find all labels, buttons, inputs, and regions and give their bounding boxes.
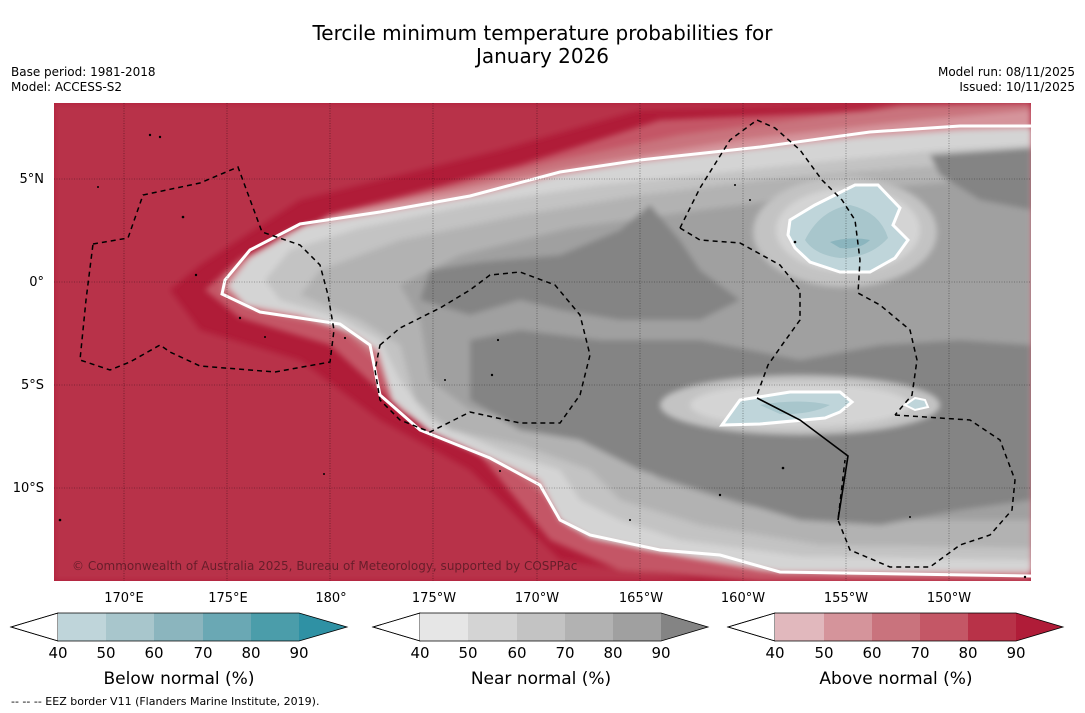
cb-above-tick-40: 40 bbox=[765, 644, 784, 662]
map-title: Tercile minimum temperature probabilitie… bbox=[0, 22, 1085, 68]
cb-near-swatch-60 bbox=[517, 613, 565, 641]
title-line-1: Tercile minimum temperature probabilitie… bbox=[312, 21, 773, 45]
lon-label-170w: 170°W bbox=[515, 591, 559, 606]
cb-below-tick-40: 40 bbox=[48, 644, 67, 662]
cb-above-arrow-high bbox=[1016, 613, 1063, 641]
colorbar-near-normal: 40 50 60 70 80 90 Near normal (%) bbox=[371, 612, 710, 689]
model-run-date: Model run: 08/11/2025 bbox=[937, 65, 1075, 79]
graticule bbox=[54, 103, 1031, 581]
lon-label-160w: 160°W bbox=[721, 591, 765, 606]
base-period: Base period: 1981-2018 bbox=[11, 65, 156, 79]
islands bbox=[58, 133, 1027, 579]
metadata-left: Base period: 1981-2018 Model: ACCESS-S2 bbox=[11, 65, 156, 95]
cb-above-swatch-60 bbox=[872, 613, 920, 641]
metadata-right: Model run: 08/11/2025 Issued: 10/11/2025 bbox=[938, 65, 1075, 95]
cb-below-tick-60: 60 bbox=[144, 644, 163, 662]
cb-above-tick-90: 90 bbox=[1006, 644, 1025, 662]
cb-below-swatch-60 bbox=[154, 613, 203, 641]
cb-near-swatch-70 bbox=[565, 613, 613, 641]
cb-near-swatch-80 bbox=[613, 613, 661, 641]
near-normal-90-zone-a bbox=[420, 205, 740, 320]
cb-near-tick-90: 90 bbox=[651, 644, 670, 662]
cb-below-title: Below normal (%) bbox=[104, 669, 255, 689]
below-normal-north-50 bbox=[805, 205, 888, 258]
lat-label-0: 0° bbox=[29, 275, 44, 290]
cb-near-tick-60: 60 bbox=[507, 644, 526, 662]
cb-above-tick-70: 70 bbox=[910, 644, 929, 662]
cb-near-swatch-50 bbox=[468, 613, 517, 641]
cb-near-arrow-high bbox=[661, 613, 708, 641]
lon-label-170e: 170°E bbox=[104, 591, 144, 606]
cb-near-arrow-low bbox=[371, 612, 421, 642]
copyright-text: © Commonwealth of Australia 2025, Bureau… bbox=[72, 559, 577, 573]
cb-above-arrow-low bbox=[726, 612, 776, 642]
lon-label-150w: 150°W bbox=[927, 591, 971, 606]
lon-label-175w: 175°W bbox=[412, 591, 456, 606]
above-normal-80-band bbox=[54, 103, 1031, 581]
cb-below-tick-80: 80 bbox=[241, 644, 260, 662]
eez-footnote: -- -- -- EEZ border V11 (Flanders Marine… bbox=[11, 695, 320, 708]
lon-label-165w: 165°W bbox=[619, 591, 663, 606]
colorbar-above-normal: 40 50 60 70 80 90 Above normal (%) bbox=[726, 612, 1065, 689]
above-normal-40-contour bbox=[220, 124, 1031, 578]
lon-label-180: 180° bbox=[315, 591, 346, 606]
cb-below-tick-50: 50 bbox=[96, 644, 115, 662]
cb-below-swatch-40 bbox=[58, 613, 106, 641]
cb-above-tick-50: 50 bbox=[814, 644, 833, 662]
title-line-2: January 2026 bbox=[475, 44, 610, 68]
longitude-labels: 170°E 175°E 180° 175°W 170°W 165°W 160°W… bbox=[104, 591, 971, 606]
cb-below-tick-90: 90 bbox=[289, 644, 308, 662]
cb-above-title: Above normal (%) bbox=[819, 669, 972, 689]
latitude-labels: 5°N 0° 5°S 10°S bbox=[13, 172, 44, 496]
cb-above-tick-60: 60 bbox=[862, 644, 881, 662]
cb-below-swatch-80 bbox=[251, 613, 299, 641]
cb-above-tick-80: 80 bbox=[958, 644, 977, 662]
below-normal-east-patch bbox=[903, 396, 930, 412]
lat-label-5s: 5°S bbox=[21, 378, 44, 393]
cb-below-tick-70: 70 bbox=[193, 644, 212, 662]
probability-map: © Commonwealth of Australia 2025, Bureau… bbox=[54, 103, 1031, 581]
cb-near-title: Near normal (%) bbox=[471, 669, 611, 689]
lat-label-10s: 10°S bbox=[13, 481, 44, 496]
colorbar-below-normal: 40 50 60 70 80 90 Below normal (%) bbox=[9, 612, 349, 689]
model-name: Model: ACCESS-S2 bbox=[11, 80, 123, 94]
cb-above-swatch-50 bbox=[824, 613, 872, 641]
cb-near-tick-70: 70 bbox=[555, 644, 574, 662]
cb-above-swatch-80 bbox=[968, 613, 1016, 641]
issued-date: Issued: 10/11/2025 bbox=[959, 80, 1075, 94]
eez-borders bbox=[79, 119, 1016, 568]
below-normal-north-60 bbox=[830, 238, 870, 249]
eez-solid-border bbox=[756, 397, 849, 521]
cb-near-tick-80: 80 bbox=[603, 644, 622, 662]
cb-near-tick-40: 40 bbox=[410, 644, 429, 662]
cb-near-swatch-40 bbox=[420, 613, 468, 641]
lat-label-5n: 5°N bbox=[20, 172, 45, 187]
cb-below-swatch-50 bbox=[106, 613, 154, 641]
lon-label-155w: 155°W bbox=[824, 591, 868, 606]
cb-below-swatch-70 bbox=[203, 613, 251, 641]
cb-near-tick-50: 50 bbox=[458, 644, 477, 662]
cb-below-arrow-high bbox=[299, 613, 347, 641]
lon-label-175e: 175°E bbox=[208, 591, 248, 606]
cb-above-swatch-40 bbox=[775, 613, 824, 641]
cb-below-arrow-low bbox=[9, 612, 59, 642]
cb-above-swatch-70 bbox=[920, 613, 968, 641]
near-normal-90-zone-c bbox=[930, 148, 1031, 210]
below-normal-south-50 bbox=[760, 401, 830, 415]
